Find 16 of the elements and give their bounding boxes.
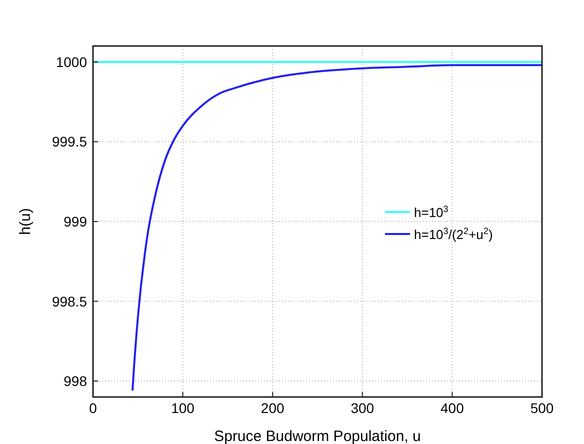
x-tick-label: 500 — [530, 400, 554, 416]
y-tick-label: 999 — [64, 214, 88, 230]
x-tick-label: 300 — [350, 400, 374, 416]
y-tick-label: 999.5 — [52, 134, 88, 150]
legend-label: h=10$^{3}$/(2$^{2}$+u$^{2}$) — [414, 226, 493, 242]
x-tick-label: 0 — [89, 400, 98, 416]
y-tick-label: 998 — [64, 373, 88, 390]
x-tick-label: 400 — [440, 400, 464, 416]
line-series — [132, 64, 542, 392]
y-tick-label: 998.5 — [52, 293, 88, 310]
x-axis-title: Spruce Budworm Population, u — [214, 428, 421, 444]
y-axis-title: h(u) — [17, 208, 34, 235]
x-tick-label: 200 — [260, 400, 284, 416]
y-tick-label: 1000 — [56, 54, 88, 70]
x-tick-label: 100 — [171, 400, 195, 416]
legend-label: h=10$^{3}$ — [414, 204, 448, 220]
